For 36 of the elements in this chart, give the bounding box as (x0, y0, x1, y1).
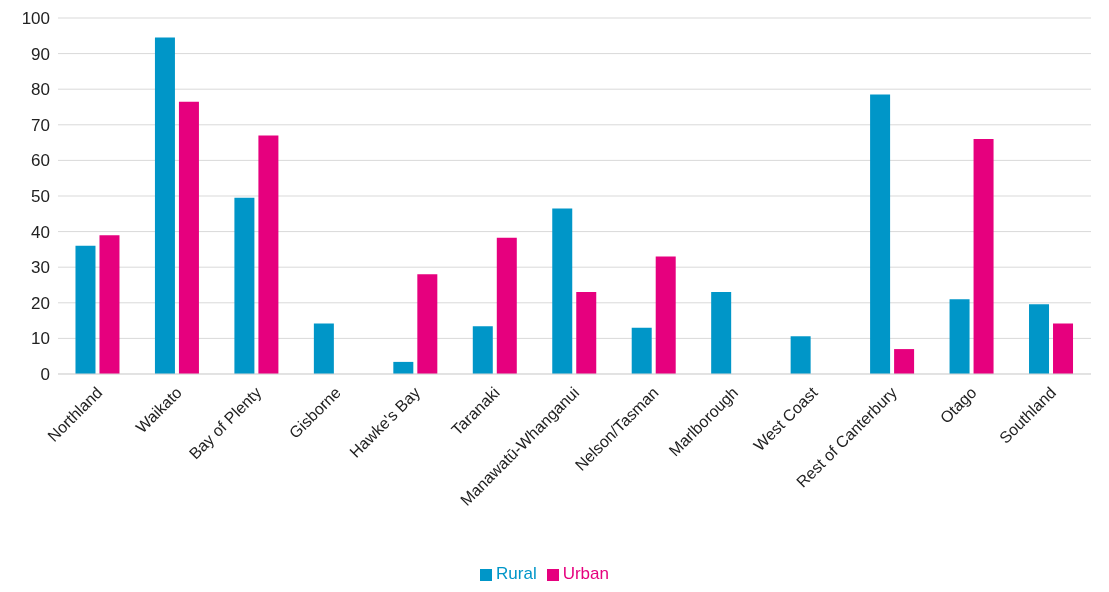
y-tick-label: 20 (31, 293, 50, 313)
bar (496, 237, 517, 374)
y-tick-label: 40 (31, 222, 50, 242)
bar (631, 327, 652, 374)
y-tick-label: 50 (31, 187, 50, 207)
bar (949, 299, 970, 374)
bar (234, 197, 255, 374)
bar (655, 256, 676, 374)
bar (1029, 304, 1050, 374)
legend-label: Rural (496, 564, 537, 583)
bar (258, 135, 279, 374)
bar (576, 292, 597, 374)
bar (472, 326, 493, 374)
bar (154, 37, 175, 374)
y-tick-label: 100 (21, 9, 50, 29)
y-tick-label: 70 (31, 115, 50, 135)
bar (711, 292, 732, 374)
y-tick-label: 60 (31, 151, 50, 171)
bar (313, 323, 334, 374)
bar (894, 349, 915, 374)
y-tick-label: 90 (31, 44, 50, 64)
legend-label: Urban (562, 564, 609, 583)
bar (552, 208, 573, 374)
bar (75, 245, 96, 374)
bar (790, 336, 811, 374)
y-tick-label: 30 (31, 258, 50, 278)
y-tick-label: 10 (31, 329, 50, 349)
y-tick-label: 0 (40, 365, 50, 385)
bar (99, 235, 120, 374)
bar (178, 101, 199, 374)
bar (870, 94, 891, 374)
bar (1053, 323, 1074, 374)
bar (393, 361, 414, 374)
bar (973, 139, 994, 374)
bar (417, 274, 438, 374)
y-tick-label: 80 (31, 80, 50, 100)
